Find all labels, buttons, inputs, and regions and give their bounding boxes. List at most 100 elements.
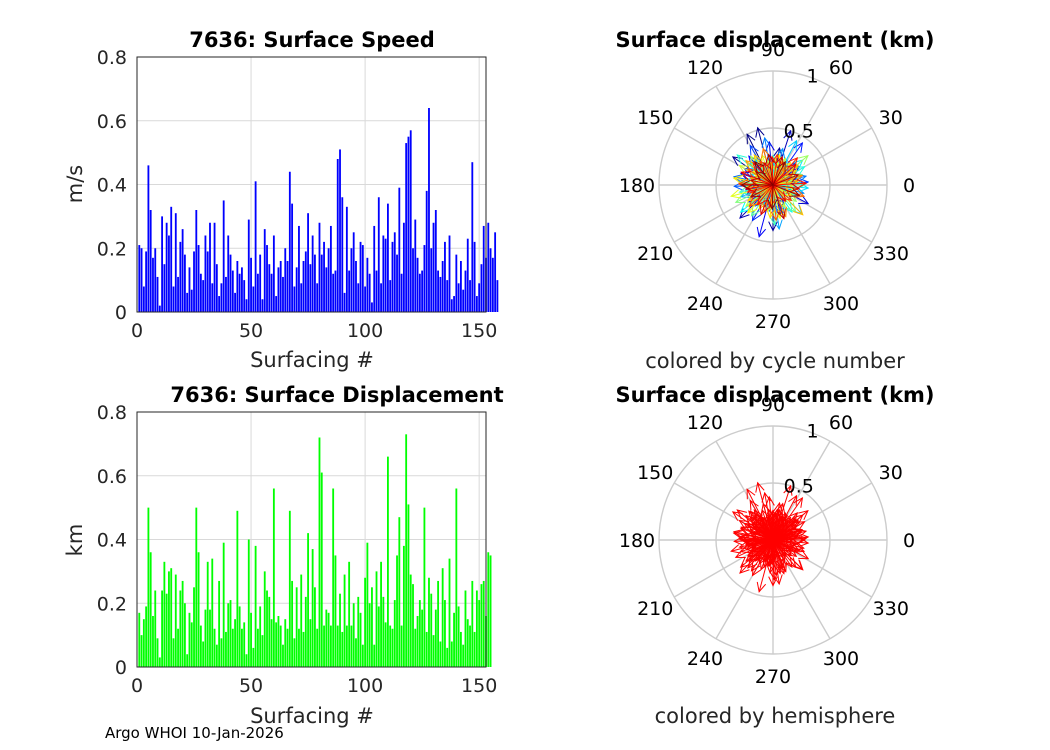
speed-y-tick-label: 0.6 xyxy=(97,111,127,133)
displacement-bar xyxy=(341,631,344,667)
polar-cycle-arrow xyxy=(755,170,774,186)
speed-bar xyxy=(334,270,337,312)
displacement-bar xyxy=(254,545,257,667)
displacement-bar xyxy=(357,596,360,667)
speed-bar xyxy=(446,280,449,312)
displacement-bar xyxy=(398,517,401,667)
speed-bar xyxy=(161,216,164,312)
polar-cycle-caption: colored by cycle number xyxy=(645,349,905,373)
speed-bar xyxy=(421,270,424,312)
speed-bar xyxy=(256,273,259,312)
speed-bar xyxy=(309,264,312,312)
speed-bar xyxy=(368,273,371,312)
displacement-bar xyxy=(450,641,453,667)
speed-x-axis-label: Surfacing # xyxy=(250,348,374,372)
displacement-bar xyxy=(186,654,189,667)
speed-bar xyxy=(304,251,307,312)
displacement-bar xyxy=(455,488,458,667)
speed-bar xyxy=(402,222,405,312)
speed-bar xyxy=(377,197,380,312)
displacement-bar xyxy=(263,571,266,667)
speed-bar xyxy=(261,299,264,312)
speed-bar xyxy=(437,270,440,312)
displacement-bar xyxy=(243,622,246,667)
speed-bar xyxy=(466,238,469,312)
speed-bar xyxy=(197,245,200,312)
polar-plot-cycle: Surface displacement (km) 0 30 60 90 120 150 1… xyxy=(615,28,934,373)
speed-y-tick-label: 0.2 xyxy=(97,238,127,260)
displacement-bar xyxy=(373,644,376,667)
displacement-bar xyxy=(222,542,225,667)
displacement-bar xyxy=(396,555,398,667)
speed-bar xyxy=(384,238,387,312)
displacement-bar xyxy=(407,504,410,667)
displacement-bar xyxy=(288,510,291,667)
speed-bar xyxy=(163,264,166,312)
displacement-bar xyxy=(343,574,346,667)
polar-hemisphere-arrow xyxy=(759,539,774,571)
polar-cycle-arrows xyxy=(730,126,810,238)
polar-hemisphere-caption: colored by hemisphere xyxy=(655,704,896,728)
polar-hemisphere-angle-label: 90 xyxy=(761,394,785,416)
speed-bar xyxy=(179,241,182,312)
displacement-bar xyxy=(336,625,339,667)
displacement-bar xyxy=(298,628,300,667)
polar-hemisphere-angle-label: 180 xyxy=(619,530,655,552)
speed-bar xyxy=(275,296,278,312)
speed-bar xyxy=(423,245,426,312)
speed-bar xyxy=(325,267,328,312)
displacement-bar xyxy=(272,488,275,667)
displacement-bar xyxy=(323,625,325,667)
speed-bar xyxy=(254,181,257,312)
speed-bar xyxy=(298,225,300,312)
speed-bar xyxy=(489,248,492,312)
speed-bar xyxy=(407,136,410,312)
speed-bar xyxy=(482,225,485,312)
polar-hemisphere-title: Surface displacement (km) xyxy=(615,383,934,407)
displacement-y-tick-label: 0 xyxy=(115,657,127,679)
speed-bar xyxy=(430,248,433,312)
displacement-bar xyxy=(174,574,177,667)
footer-credit: Argo WHOI 10-Jan-2026 xyxy=(105,724,284,742)
displacement-bar xyxy=(218,580,221,667)
displacement-bar xyxy=(181,580,184,667)
speed-bar xyxy=(434,210,437,312)
speed-bar xyxy=(348,270,351,312)
speed-bar xyxy=(375,270,378,312)
speed-bar xyxy=(220,283,223,312)
displacement-bar xyxy=(414,628,417,667)
speed-y-tick-label: 0 xyxy=(115,302,127,324)
displacement-bars xyxy=(138,434,492,667)
displacement-bar xyxy=(345,625,348,667)
speed-bar xyxy=(215,264,218,312)
polar-hemisphere-arrow xyxy=(765,508,775,541)
speed-y-tick-label: 0.8 xyxy=(97,47,127,69)
polar-cycle-angle-label: 270 xyxy=(755,311,791,333)
displacement-bar xyxy=(448,558,451,667)
polar-plot-hemisphere: Surface displacement (km) 0 30 60 90 120 150 1… xyxy=(615,383,934,728)
speed-bar xyxy=(364,286,367,312)
displacement-bar xyxy=(359,612,362,667)
speed-bar xyxy=(473,241,476,312)
speed-bar xyxy=(165,222,168,312)
displacement-bar xyxy=(234,619,236,667)
displacement-bar xyxy=(478,600,481,667)
displacement-bar xyxy=(332,488,335,667)
polar-hemisphere-arrows xyxy=(730,481,810,593)
speed-x-tick-label: 0 xyxy=(131,320,143,342)
polar-cycle-arrow xyxy=(772,184,801,197)
displacement-axes-box xyxy=(136,411,487,668)
displacement-bar xyxy=(446,647,449,667)
polar-hemisphere-arrow xyxy=(746,523,774,541)
speed-bar xyxy=(293,286,296,312)
displacement-bar xyxy=(270,619,273,667)
speed-bar xyxy=(243,280,246,312)
displacement-y-axis-label: km xyxy=(63,524,87,557)
displacement-bar xyxy=(282,644,284,667)
polar-hemisphere-angle-label: 0 xyxy=(903,530,915,552)
polar-hemisphere-arrow xyxy=(754,515,774,541)
displacement-bar xyxy=(170,568,173,667)
speed-bar xyxy=(323,241,325,312)
displacement-bar xyxy=(268,596,271,667)
displacement-bar xyxy=(387,456,389,667)
